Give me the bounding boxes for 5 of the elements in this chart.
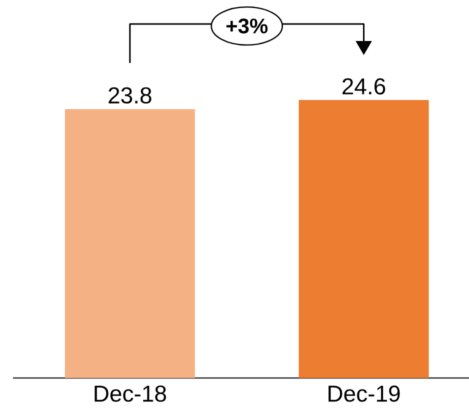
- data-label: 23.8: [108, 87, 152, 104]
- data-label: 24.6: [342, 78, 386, 95]
- x-tick-label: Dec-19: [328, 386, 400, 402]
- text: +3%: [226, 18, 268, 34]
- x-tick-label: Dec-18: [94, 386, 166, 402]
